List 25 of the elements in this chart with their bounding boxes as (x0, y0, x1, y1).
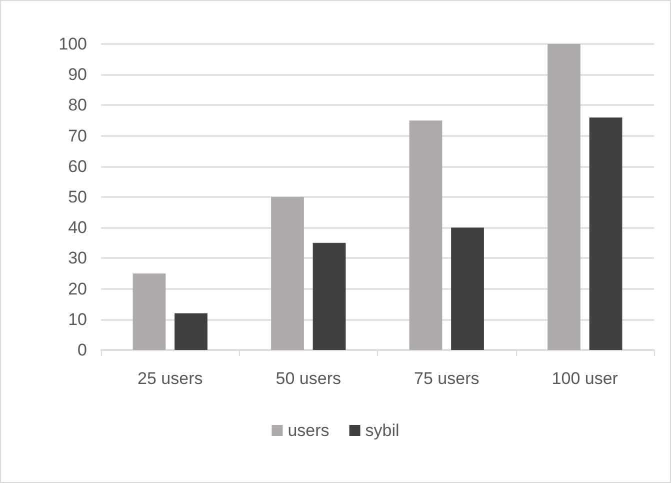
y-tick-label: 40 (68, 218, 87, 238)
x-tick-label: 25 users (138, 369, 203, 388)
y-tick-label: 0 (78, 340, 87, 360)
bar (409, 120, 442, 350)
bar (312, 242, 346, 350)
y-tick-label: 50 (68, 188, 87, 206)
bar (451, 228, 484, 350)
y-tick-label: 70 (68, 126, 87, 146)
x-tick-label: 100 user (552, 369, 618, 388)
y-tick-label: 10 (68, 310, 87, 329)
y-tick-label: 20 (68, 279, 87, 298)
legend-label: sybil (365, 421, 400, 440)
bar (174, 313, 208, 350)
bar (132, 274, 166, 350)
bar (589, 117, 622, 350)
bar (271, 197, 304, 350)
x-tick-label: 75 users (414, 369, 480, 388)
y-tick-label: 80 (68, 96, 87, 115)
y-tick-label: 100 (58, 34, 87, 54)
x-tick-label: 50 users (276, 369, 341, 388)
bar (548, 44, 580, 350)
y-tick-label: 30 (68, 248, 87, 268)
y-tick-label: 90 (68, 65, 87, 84)
y-tick-label: 60 (68, 156, 87, 176)
legend-label: users (288, 421, 330, 440)
